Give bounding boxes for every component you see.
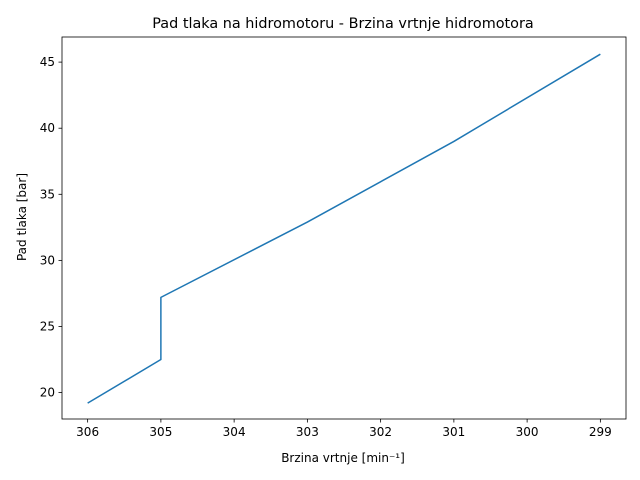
x-tick-label: 306 [76,425,99,439]
x-tick-label: 300 [516,425,539,439]
y-axis: 20 25 30 35 40 45 [40,55,62,400]
y-tick-label: 25 [40,319,55,333]
plot-area [61,36,627,420]
x-tick-label: 305 [149,425,172,439]
chart-title: Pad tlaka na hidromotoru - Brzina vrtnje… [152,16,533,32]
x-tick-label: 304 [223,425,246,439]
y-axis-label: Pad tlaka [bar] [15,173,29,261]
series-line-1 [87,53,601,404]
x-tick-label: 301 [442,425,465,439]
x-axis-label: Brzina vrtnje [min⁻¹] [281,451,405,465]
x-tick-label: 302 [369,425,392,439]
y-tick-label: 30 [40,253,55,267]
y-tick-label: 35 [40,187,55,201]
x-axis: 306 305 304 303 302 301 300 299 [76,419,612,439]
x-tick-label: 299 [589,425,612,439]
plot-frame [61,36,627,420]
y-tick-label: 45 [40,55,55,69]
x-tick-label: 303 [296,425,319,439]
y-tick-label: 20 [40,386,55,400]
y-tick-label: 40 [40,121,55,135]
